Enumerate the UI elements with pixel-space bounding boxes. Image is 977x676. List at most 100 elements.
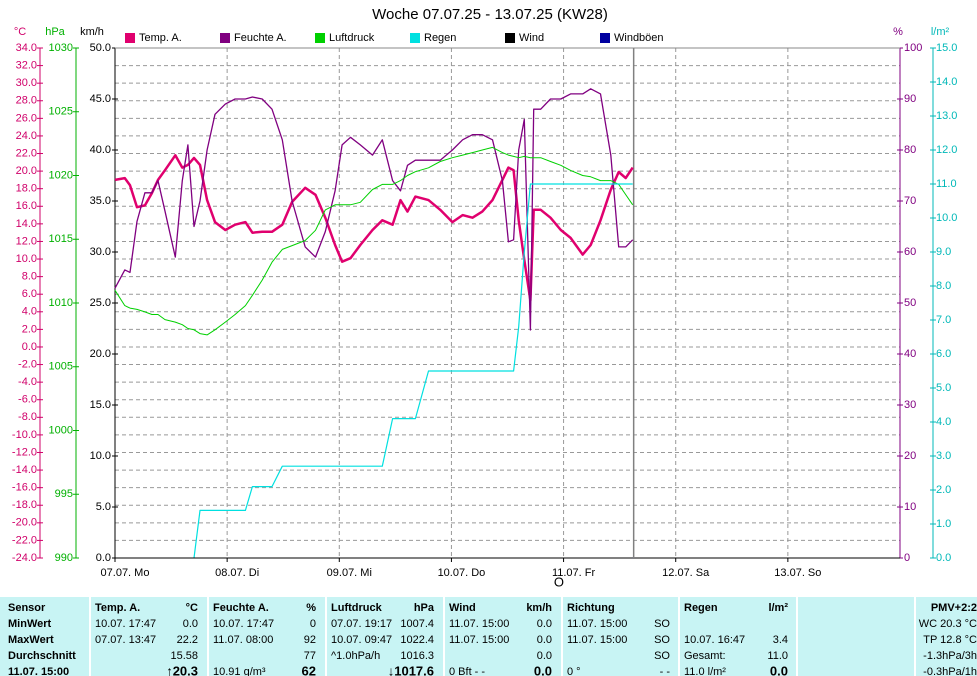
table-header: PMV+2:2 xyxy=(931,602,977,614)
y-tick-label: 6.0 xyxy=(22,288,37,300)
table-cell: 11.07. 15:00 xyxy=(567,618,627,630)
axis-unit: l/m² xyxy=(931,26,950,38)
table-background xyxy=(0,597,977,676)
y-tick-label: 5.0 xyxy=(936,382,951,394)
y-tick-label: 30.0 xyxy=(16,77,37,89)
table-cell: 10.07. 17:47 xyxy=(95,618,156,630)
y-tick-label: 15.0 xyxy=(936,42,957,54)
legend-swatch xyxy=(505,33,515,43)
table-cell: -0.3hPa/1h xyxy=(923,666,977,676)
table-header: Temp. A. xyxy=(95,602,140,614)
y-tick-label: -8.0 xyxy=(18,411,37,423)
x-tick-label: 11.07. Fr xyxy=(552,567,596,579)
table-cell: Gesamt: xyxy=(684,650,726,662)
table-cell: 3.4 xyxy=(773,634,788,646)
y-tick-label: 12.0 xyxy=(936,144,957,156)
y-tick-label: 22.0 xyxy=(16,147,37,159)
x-tick-label: 13.07. So xyxy=(774,567,821,579)
y-tick-label: 2.0 xyxy=(936,484,951,496)
legend-label: Feuchte A. xyxy=(234,32,287,44)
y-tick-label: 10.0 xyxy=(90,450,111,462)
y-tick-label: 14.0 xyxy=(936,76,957,88)
y-tick-label: 28.0 xyxy=(16,95,37,107)
y-tick-label: 60 xyxy=(904,246,916,258)
y-tick-label: 12.0 xyxy=(16,235,37,247)
y-tick-label: 30 xyxy=(904,399,916,411)
x-tick-label: 09.07. Mi xyxy=(327,567,372,579)
y-tick-label: 8.0 xyxy=(22,271,37,283)
legend-label: Regen xyxy=(424,32,456,44)
legend-label: Wind xyxy=(519,32,544,44)
y-tick-label: 2.0 xyxy=(22,323,37,335)
table-cell: 15.58 xyxy=(170,650,198,662)
y-tick-label: -18.0 xyxy=(12,499,37,511)
y-tick-label: 1020 xyxy=(49,169,73,181)
axis-unit: °C xyxy=(14,26,26,38)
y-tick-label: 45.0 xyxy=(90,93,111,105)
table-cell: ↑20.3 xyxy=(166,663,198,676)
y-tick-label: 20 xyxy=(904,450,916,462)
y-tick-label: 10.0 xyxy=(936,212,957,224)
y-tick-label: 0.0 xyxy=(96,552,111,564)
table-header: hPa xyxy=(414,602,435,614)
y-tick-label: 14.0 xyxy=(16,218,37,230)
table-header: % xyxy=(306,602,316,614)
y-tick-label: 1025 xyxy=(49,106,73,118)
legend-label: Temp. A. xyxy=(139,32,182,44)
y-tick-label: 35.0 xyxy=(90,195,111,207)
y-tick-label: 24.0 xyxy=(16,130,37,142)
table-cell: 22.2 xyxy=(177,634,198,646)
y-tick-label: -10.0 xyxy=(12,429,37,441)
axis-unit: hPa xyxy=(45,26,65,38)
x-tick-label: 10.07. Do xyxy=(438,567,486,579)
table-cell: 1016.3 xyxy=(400,650,434,662)
y-tick-label: 4.0 xyxy=(22,306,37,318)
table-cell: Durchschnitt xyxy=(8,650,76,662)
table-cell: 11.07. 15:00 xyxy=(8,666,69,676)
y-tick-label: 15.0 xyxy=(90,399,111,411)
y-tick-label: 16.0 xyxy=(16,200,37,212)
y-tick-label: 34.0 xyxy=(16,42,37,54)
table-cell: 92 xyxy=(304,634,316,646)
y-tick-label: 1010 xyxy=(49,297,73,309)
table-header: l/m² xyxy=(768,602,788,614)
legend-swatch xyxy=(600,33,610,43)
legend-swatch xyxy=(315,33,325,43)
y-tick-label: 3.0 xyxy=(936,450,951,462)
y-tick-label: 9.0 xyxy=(936,246,951,258)
x-tick-label: 08.07. Di xyxy=(215,567,259,579)
y-tick-label: 100 xyxy=(904,42,922,54)
table-cell: 0.0 xyxy=(537,650,552,662)
table-cell: 07.07. 19:17 xyxy=(331,618,392,630)
table-header: Wind xyxy=(449,602,476,614)
y-tick-label: -22.0 xyxy=(12,534,37,546)
legend-label: Luftdruck xyxy=(329,32,375,44)
y-tick-label: 32.0 xyxy=(16,59,37,71)
y-tick-label: 70 xyxy=(904,195,916,207)
table-cell: 1007.4 xyxy=(400,618,434,630)
y-tick-label: 5.0 xyxy=(96,501,111,513)
y-tick-label: 0.0 xyxy=(22,341,37,353)
table-cell: SO xyxy=(654,634,670,646)
y-tick-label: 0.0 xyxy=(936,552,951,564)
series-line xyxy=(114,154,634,302)
legend-swatch xyxy=(410,33,420,43)
y-tick-label: 30.0 xyxy=(90,246,111,258)
y-tick-label: 90 xyxy=(904,93,916,105)
y-tick-label: -12.0 xyxy=(12,446,37,458)
table-cell: -1.3hPa/3h xyxy=(923,650,977,662)
table-cell: 10.91 g/m³ xyxy=(213,666,266,676)
table-cell: 0.0 xyxy=(183,618,198,630)
table-cell: 10.07. 09:47 xyxy=(331,634,392,646)
table-header: Richtung xyxy=(567,602,615,614)
table-header: km/h xyxy=(526,602,552,614)
y-tick-label: 20.0 xyxy=(16,165,37,177)
table-header: Regen xyxy=(684,602,718,614)
y-tick-label: 1030 xyxy=(49,42,73,54)
y-tick-label: 50.0 xyxy=(90,42,111,54)
table-cell: 11.07. 15:00 xyxy=(567,634,627,646)
table-cell: 62 xyxy=(302,663,316,676)
y-tick-label: -4.0 xyxy=(18,376,37,388)
table-cell: 0.0 xyxy=(537,618,552,630)
table-cell: - - xyxy=(660,666,671,676)
